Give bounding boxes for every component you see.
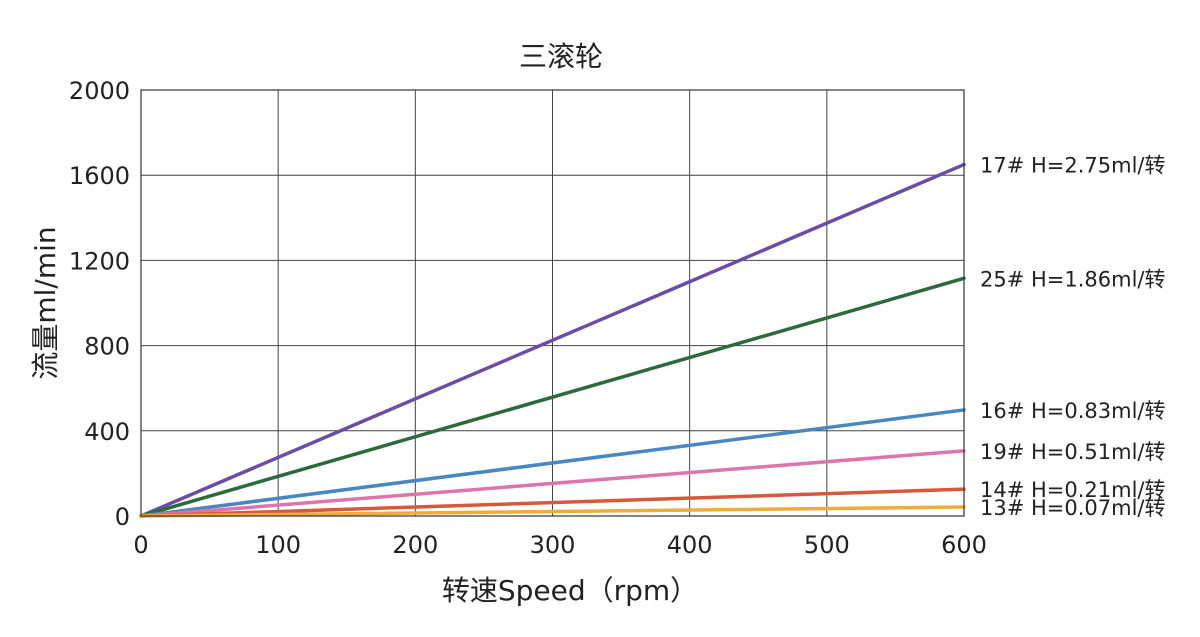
series-label: 19# H=0.51ml/转 [980, 440, 1166, 464]
series-line [139, 449, 966, 518]
x-axis-label: 转速Speed（rpm） [442, 574, 698, 607]
series-line [139, 162, 966, 518]
grid [140, 89, 965, 517]
series-label: 17# H=2.75ml/转 [980, 154, 1166, 178]
chart-title: 三滚轮 [519, 40, 603, 73]
y-axis-label: 流量ml/min [29, 226, 62, 379]
series-label: 25# H=1.86ml/转 [980, 267, 1166, 291]
series-label: 16# H=0.83ml/转 [980, 399, 1166, 423]
y-tick-label: 400 [84, 418, 130, 446]
x-tick-label: 100 [255, 531, 301, 559]
y-tick-label: 1600 [69, 162, 130, 190]
series-label: 14# H=0.21ml/转 [980, 478, 1166, 502]
x-tick-label: 300 [530, 531, 576, 559]
x-axis-ticks: 0 100 200 300 400 500 600 [133, 531, 987, 559]
x-tick-label: 200 [392, 531, 438, 559]
x-tick-label: 500 [804, 531, 850, 559]
x-tick-label: 400 [667, 531, 713, 559]
series-labels: 17# H=2.75ml/转 25# H=1.86ml/转 16# H=0.83ml… [980, 154, 1166, 521]
y-tick-label: 1200 [69, 247, 130, 275]
series-lines [139, 162, 966, 518]
y-axis-ticks: 0 400 800 1200 1600 2000 [69, 77, 130, 531]
series-line [139, 408, 966, 518]
series-line [139, 276, 966, 518]
series-label: 13# H=0.07ml/转 [980, 496, 1166, 520]
plot-border [140, 89, 965, 517]
series-line [139, 505, 966, 518]
x-tick-label: 0 [133, 531, 148, 559]
y-tick-label: 800 [84, 333, 130, 361]
x-tick-label: 600 [941, 531, 987, 559]
y-tick-label: 0 [115, 503, 130, 531]
y-tick-label: 2000 [69, 77, 130, 105]
series-line [139, 487, 966, 518]
